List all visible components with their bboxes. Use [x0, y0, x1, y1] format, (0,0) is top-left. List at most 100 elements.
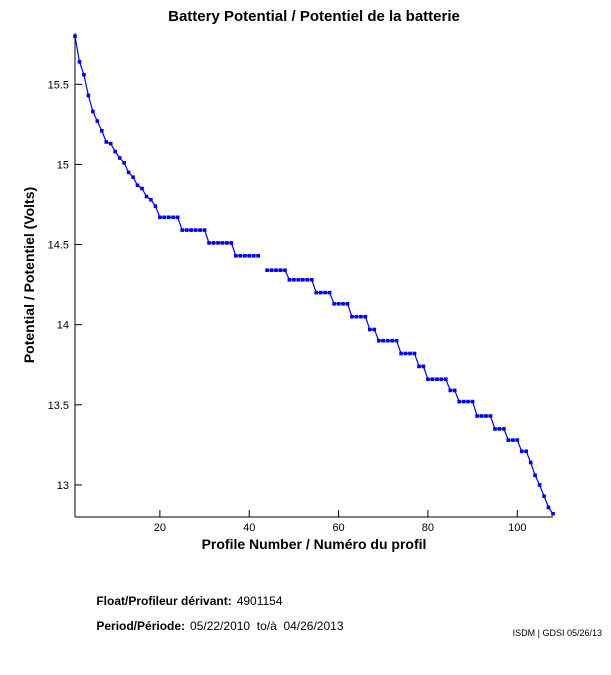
data-point: [296, 278, 301, 282]
data-point: [158, 215, 162, 220]
data-point: [301, 278, 305, 282]
data-point: [381, 338, 385, 343]
data-point: [238, 254, 243, 258]
x-tick-label: 60: [332, 522, 344, 534]
data-point: [198, 228, 202, 232]
data-point: [153, 204, 158, 208]
data-line: [267, 269, 554, 515]
y-tick-label: 13.5: [48, 400, 69, 412]
x-tick-label: 20: [154, 522, 166, 534]
data-point: [421, 364, 426, 369]
y-axis-label: Potential / Potentiel (Volts): [21, 187, 37, 363]
axes: 20 40 60 80 100 13 13.5 14 14.5 15 15.5: [48, 33, 553, 534]
y-tick-label: 15.5: [48, 79, 69, 91]
data-point: [399, 351, 403, 356]
data-point: [278, 268, 283, 272]
data-point: [327, 290, 332, 295]
data-point: [283, 268, 287, 272]
data-point: [524, 449, 528, 454]
float-label: Float/Profileur dérivant:: [96, 594, 232, 608]
data-point: [269, 268, 274, 272]
data-point: [466, 399, 470, 404]
data-point: [354, 314, 359, 319]
data-point: [430, 377, 435, 381]
y-tick-label: 14: [57, 320, 69, 332]
data-point: [488, 414, 493, 418]
period-annotation: Period/Période: 05/22/2010 to/à 04/26/201…: [83, 605, 343, 647]
x-tick-label: 100: [508, 522, 526, 534]
data-point: [180, 228, 184, 232]
data-point: [243, 254, 247, 258]
data-point: [144, 194, 149, 199]
data-point: [551, 512, 555, 516]
data-point: [189, 228, 193, 232]
chart-title: Battery Potential / Potentiel de la batt…: [168, 8, 460, 25]
agency-credit: ISDM | GDSI 05/26/13: [512, 628, 602, 638]
data-point: [100, 129, 104, 133]
data-point: [515, 438, 520, 442]
data-point: [359, 314, 363, 319]
data-point: [528, 460, 533, 465]
data-point: [479, 414, 484, 418]
data-point: [247, 254, 251, 258]
data-point: [73, 34, 77, 38]
data-point: [435, 377, 439, 381]
data-point: [292, 278, 296, 282]
data-point: [122, 161, 126, 165]
data-point: [341, 302, 345, 306]
data-point: [546, 505, 551, 510]
data-point: [220, 241, 225, 245]
battery-potential-chart: Battery Potential / Potentiel de la batt…: [21, 8, 555, 552]
data-point: [175, 215, 180, 220]
data-point: [537, 483, 542, 487]
data-point: [461, 399, 466, 404]
y-tick-label: 14.5: [48, 240, 69, 252]
data-point: [426, 377, 430, 381]
data-point: [444, 377, 448, 381]
data-point: [394, 338, 399, 343]
data-point: [305, 278, 310, 282]
data-point: [149, 197, 153, 202]
data-point: [202, 228, 207, 232]
data-point: [251, 254, 256, 258]
float-value: 4901154: [236, 594, 283, 608]
data-point: [350, 314, 354, 319]
data-point: [171, 215, 176, 220]
data-point: [336, 302, 341, 306]
data-point: [318, 290, 323, 295]
data-point: [363, 314, 368, 319]
data-point: [117, 156, 122, 160]
data-point: [77, 60, 82, 64]
data-point: [385, 338, 390, 343]
data-point: [167, 215, 171, 220]
data-point: [310, 278, 314, 282]
data-point: [95, 119, 100, 123]
data-point: [403, 351, 408, 356]
data-point: [265, 268, 269, 272]
data-point: [390, 338, 394, 343]
data-point: [506, 438, 511, 442]
data-point: [493, 427, 497, 431]
data-point: [91, 109, 95, 114]
data-point: [193, 228, 198, 232]
data-point: [207, 241, 211, 245]
x-tick-label: 80: [422, 522, 434, 534]
float-annotation: Float/Profileur dérivant: 4901154: [83, 580, 283, 622]
data-point: [108, 141, 113, 146]
x-tick-label: 40: [243, 522, 255, 534]
data-point: [234, 254, 238, 258]
data-point: [256, 254, 260, 258]
data-point: [502, 427, 506, 431]
data-point: [86, 93, 91, 98]
data-point: [229, 241, 234, 245]
data-point: [216, 241, 220, 245]
data-point: [162, 215, 167, 220]
y-tick-label: 15: [57, 159, 69, 171]
data-point: [225, 241, 229, 245]
data-point: [519, 449, 524, 454]
data-point: [452, 388, 457, 393]
data-point: [412, 351, 417, 356]
data-line: [74, 36, 259, 257]
y-tick-label: 13: [57, 480, 69, 492]
